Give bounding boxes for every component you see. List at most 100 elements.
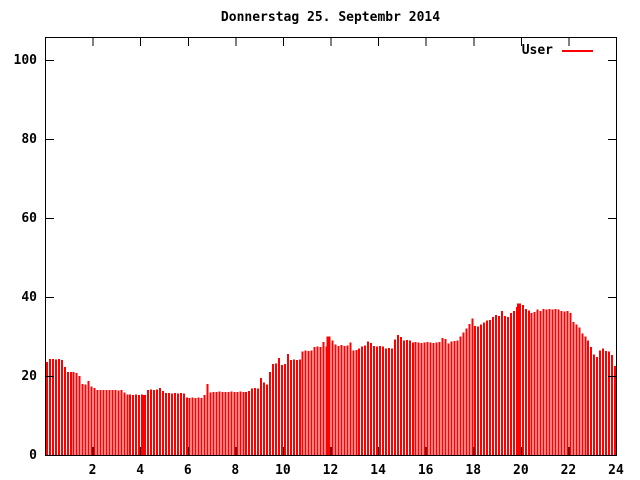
bar [301, 351, 304, 455]
bar [310, 350, 313, 455]
bar [334, 344, 337, 455]
bar [263, 382, 266, 455]
bar [459, 336, 462, 455]
bar [480, 324, 483, 455]
bar [346, 345, 349, 455]
bar [93, 387, 96, 455]
bar [444, 338, 447, 455]
y-tick-label: 100 [14, 53, 38, 68]
bar [233, 391, 236, 455]
bar [516, 303, 521, 455]
bar [337, 345, 340, 455]
bar [158, 387, 161, 455]
bar [489, 319, 492, 455]
bar [78, 376, 81, 455]
bar [349, 342, 352, 456]
bar [200, 398, 203, 455]
bar [102, 390, 105, 455]
bar [566, 310, 569, 455]
bar [379, 345, 382, 455]
bar [322, 342, 325, 455]
bar [114, 390, 117, 455]
x-tick-label: 10 [275, 463, 291, 478]
bar [307, 351, 310, 456]
bar [486, 320, 489, 455]
bar [87, 381, 90, 455]
bar [545, 309, 548, 455]
bar [530, 312, 533, 455]
bar [188, 398, 191, 455]
bar [599, 350, 602, 455]
bar [292, 359, 295, 455]
bar [533, 312, 536, 455]
x-tick-label: 6 [184, 463, 192, 478]
bar [560, 310, 563, 455]
bar [248, 391, 251, 455]
bar [153, 389, 156, 455]
x-tick-label: 18 [465, 463, 481, 478]
y-tick-label: 80 [21, 132, 37, 147]
bar [126, 394, 129, 455]
bar [176, 393, 179, 455]
bar [45, 362, 48, 456]
chart-title: Donnerstag 25. Septembr 2014 [220, 10, 441, 25]
bar [465, 328, 468, 455]
bar [563, 311, 566, 455]
bar [111, 389, 114, 455]
bar [236, 391, 239, 455]
bar [426, 342, 429, 455]
bar [435, 342, 438, 456]
bar [495, 315, 498, 455]
bar [492, 316, 495, 455]
bar [138, 394, 141, 455]
y-tick-label: 60 [21, 211, 37, 226]
bar [477, 326, 480, 456]
bar [405, 340, 408, 456]
bar [572, 321, 575, 455]
bar [48, 359, 51, 455]
bar [54, 359, 57, 455]
bar [66, 372, 69, 455]
bar [509, 312, 512, 455]
bar [60, 360, 63, 455]
bar [173, 392, 176, 456]
bar [120, 390, 123, 455]
bar [385, 348, 388, 455]
bar [382, 346, 385, 456]
bar [429, 342, 432, 456]
bar [539, 310, 542, 455]
bar [352, 350, 355, 455]
bar [521, 304, 524, 455]
bar [132, 394, 135, 455]
x-tick-label: 12 [323, 463, 339, 478]
bar [277, 358, 280, 456]
x-tick-label: 24 [608, 463, 624, 478]
bar [447, 343, 450, 455]
bar [396, 334, 399, 455]
bar [468, 323, 471, 455]
bar [575, 324, 578, 455]
bar [417, 342, 420, 456]
bar [84, 384, 87, 455]
bar [590, 347, 593, 455]
bar [414, 342, 417, 455]
bar [483, 322, 486, 455]
bar [361, 346, 364, 456]
bar [298, 359, 301, 455]
bar [373, 345, 376, 455]
bar [569, 312, 572, 455]
bar [280, 364, 283, 455]
bar [142, 394, 147, 455]
bar [203, 394, 206, 455]
bar [551, 309, 554, 455]
bar [355, 349, 358, 455]
bar [402, 340, 405, 455]
bar [438, 342, 441, 455]
bar [224, 391, 227, 455]
bar [319, 346, 322, 455]
bar [376, 346, 379, 456]
bar [587, 340, 590, 455]
bar [197, 397, 200, 456]
bar [548, 308, 551, 455]
